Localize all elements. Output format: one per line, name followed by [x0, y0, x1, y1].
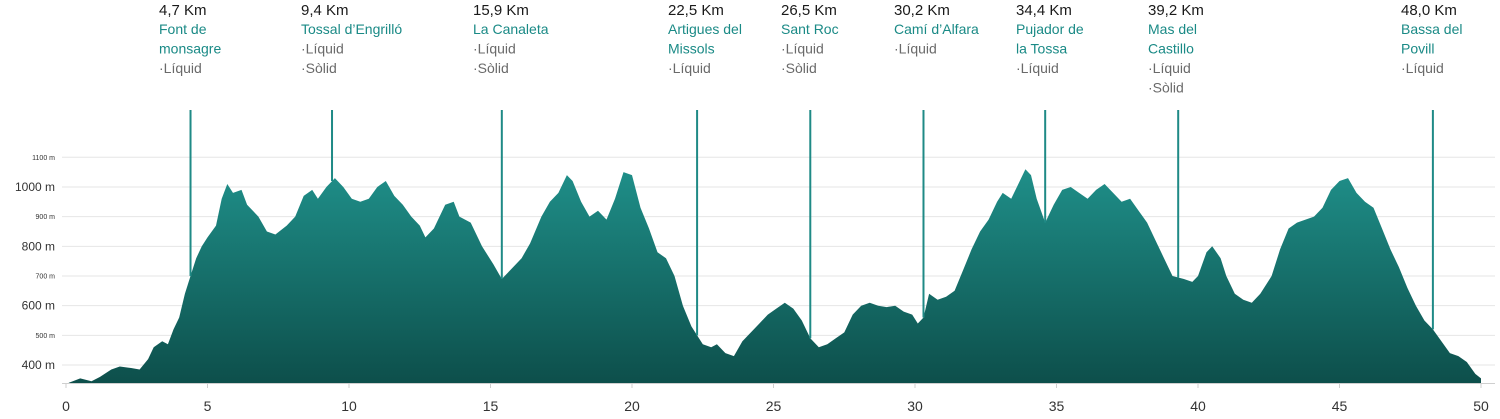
checkpoint-name: Pujador de [1016, 21, 1084, 37]
y-tick-label: 400 m [22, 358, 55, 372]
checkpoint-label: 48,0 Km Bassa del Povill ·Líquid [1401, 2, 1462, 76]
checkpoint-supply: ·Sòlid [1148, 80, 1184, 96]
y-tick-label: 1100 m [32, 155, 55, 162]
checkpoint-label: 34,4 Km Pujador de la Tossa ·Líquid [1016, 2, 1084, 76]
x-tick-label: 10 [341, 398, 357, 414]
checkpoint-distance: 22,5 Km [668, 2, 724, 19]
checkpoint-name: Missols [668, 41, 715, 57]
elevation-area [68, 169, 1481, 383]
checkpoint-name: Sant Roc [781, 21, 839, 37]
checkpoint-name: Bassa del [1401, 21, 1462, 37]
checkpoint-markers [189, 110, 1434, 339]
checkpoint-supply: ·Líquid [301, 41, 344, 57]
checkpoint-supply: ·Líquid [894, 41, 937, 57]
x-tick-label: 25 [766, 398, 782, 414]
checkpoint-supply: ·Sòlid [301, 60, 337, 76]
checkpoint-name: Castillo [1148, 41, 1194, 57]
x-tick-label: 30 [907, 398, 923, 414]
x-tick-label: 45 [1332, 398, 1348, 414]
checkpoint-supply: ·Líquid [473, 41, 516, 57]
x-tick-label: 0 [62, 398, 70, 414]
checkpoint-label: 4,7 Km Font de monsagre ·Líquid [159, 2, 221, 76]
checkpoint-distance: 9,4 Km [301, 2, 349, 19]
checkpoint-label: 39,2 Km Mas del Castillo ·Líquid ·Sòlid [1148, 2, 1204, 96]
checkpoint-name: Tossal d’Engrilló [301, 21, 402, 37]
checkpoint-name: La Canaleta [473, 21, 549, 37]
checkpoint-supply: ·Sòlid [781, 60, 817, 76]
checkpoint-name: Artigues del [668, 21, 742, 37]
x-tick-label: 35 [1049, 398, 1065, 414]
checkpoint-supply: ·Líquid [1148, 60, 1191, 76]
checkpoint-distance: 34,4 Km [1016, 2, 1072, 19]
x-tick-label: 20 [624, 398, 640, 414]
checkpoint-name: Povill [1401, 41, 1434, 57]
y-tick-label: 1000 m [15, 180, 55, 194]
elevation-series [68, 169, 1481, 383]
axes: 400 m 500 m 600 m 700 m 800 m 900 m 1000 m 1100… [15, 155, 1495, 414]
checkpoint-supply: ·Sòlid [473, 60, 509, 76]
checkpoint-name: Mas del [1148, 21, 1197, 37]
checkpoint-supply: ·Líquid [1016, 60, 1059, 76]
checkpoint-distance: 15,9 Km [473, 2, 529, 19]
checkpoint-distance: 39,2 Km [1148, 2, 1204, 19]
checkpoint-supply: ·Líquid [1401, 60, 1444, 76]
checkpoint-supply: ·Líquid [159, 60, 202, 76]
checkpoint-label: 15,9 Km La Canaleta ·Líquid ·Sòlid [473, 2, 549, 76]
checkpoint-name: monsagre [159, 41, 221, 57]
checkpoint-supply: ·Líquid [781, 41, 824, 57]
checkpoint-distance: 26,5 Km [781, 2, 837, 19]
checkpoint-label: 26,5 Km Sant Roc ·Líquid ·Sòlid [781, 2, 839, 76]
y-tick-label: 900 m [36, 214, 56, 221]
y-tick-label: 800 m [22, 239, 55, 253]
checkpoint-label: 30,2 Km Camí d’Alfara ·Líquid [894, 2, 979, 57]
x-tick-label: 40 [1190, 398, 1206, 414]
y-tick-label: 500 m [36, 333, 56, 340]
y-tick-label: 600 m [22, 299, 55, 313]
checkpoint-distance: 4,7 Km [159, 2, 207, 19]
checkpoint-label: 9,4 Km Tossal d’Engrilló ·Líquid ·Sòlid [301, 2, 402, 76]
checkpoint-supply: ·Líquid [668, 60, 711, 76]
y-tick-label: 700 m [36, 273, 56, 280]
checkpoint-labels: 4,7 Km Font de monsagre ·Líquid 9,4 Km Tossal… [159, 2, 1462, 96]
checkpoint-name: Font de [159, 21, 207, 37]
checkpoint-distance: 30,2 Km [894, 2, 950, 19]
checkpoint-label: 22,5 Km Artigues del Missols ·Líquid [668, 2, 742, 76]
checkpoint-name: Camí d’Alfara [894, 21, 979, 37]
x-tick-label: 5 [204, 398, 212, 414]
x-tick-label: 15 [483, 398, 499, 414]
checkpoint-distance: 48,0 Km [1401, 2, 1457, 19]
x-tick-label: 50 [1473, 398, 1489, 414]
checkpoint-name: la Tossa [1016, 41, 1067, 57]
